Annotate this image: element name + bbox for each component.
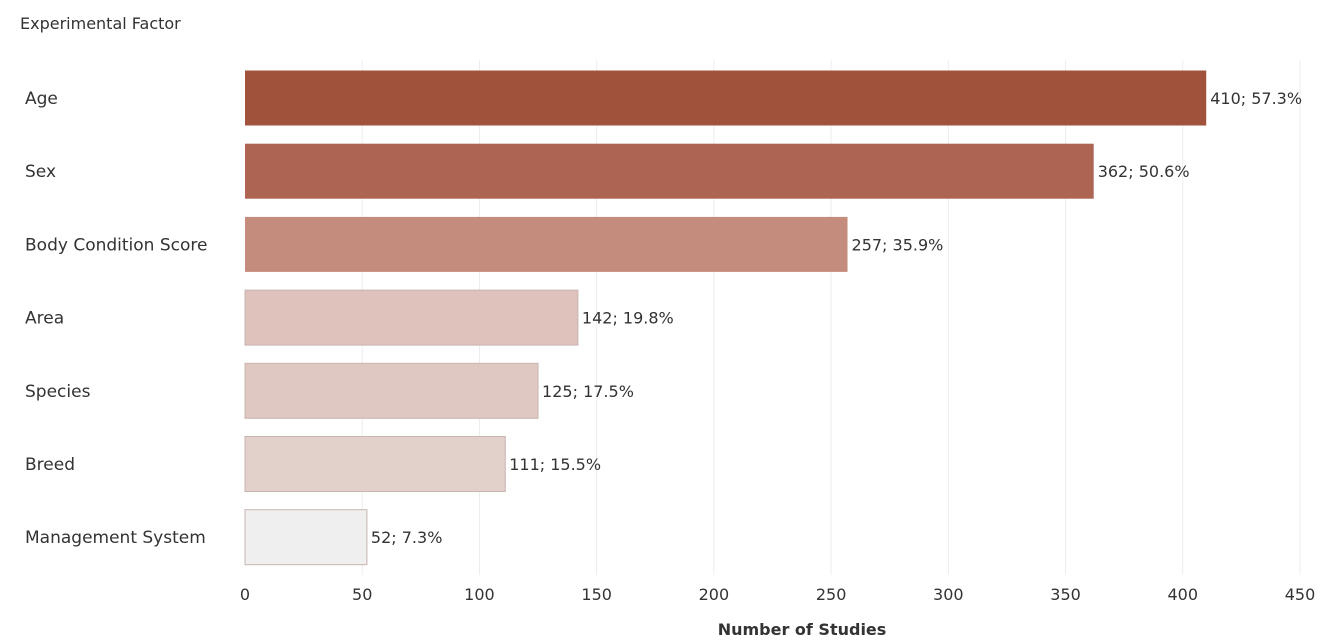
- data-label-breed: 111; 15.5%: [509, 455, 601, 474]
- x-tick-label-350: 350: [1050, 585, 1081, 604]
- bars: [244, 70, 1207, 566]
- data-label-species: 125; 17.5%: [542, 382, 634, 401]
- bar-sex: [245, 143, 1094, 199]
- category-label-area: Area: [25, 309, 64, 329]
- x-axis-ticks: 0 50 100 150 200 250 300 350 400 450: [240, 585, 1315, 604]
- x-tick-label-400: 400: [1168, 585, 1199, 604]
- bar-age: [245, 70, 1207, 126]
- category-labels: Age Sex Body Condition Score Area Species Bre…: [25, 89, 207, 548]
- x-tick-label-0: 0: [240, 585, 250, 604]
- data-label-age: 410; 57.3%: [1210, 89, 1302, 108]
- x-tick-label-450: 450: [1285, 585, 1316, 604]
- category-label-age: Age: [25, 89, 58, 109]
- x-axis-title: Number of Studies: [718, 620, 887, 639]
- data-label-management-system: 52; 7.3%: [371, 528, 442, 547]
- bar-area: [244, 289, 579, 346]
- data-label-sex: 362; 50.6%: [1098, 162, 1190, 181]
- bar-body-condition-score: [245, 216, 848, 272]
- category-label-body-condition-score: Body Condition Score: [25, 235, 207, 255]
- row-header-title: Experimental Factor: [20, 14, 181, 33]
- x-tick-label-250: 250: [816, 585, 847, 604]
- category-label-breed: Breed: [25, 455, 75, 475]
- data-labels: 410; 57.3% 362; 50.6% 257; 35.9% 142; 19.8%…: [371, 89, 1302, 547]
- category-label-species: Species: [25, 382, 91, 402]
- data-label-area: 142; 19.8%: [582, 309, 674, 328]
- bar-management-system: [244, 509, 368, 566]
- bar-breed: [244, 436, 506, 492]
- bar-species: [244, 362, 539, 419]
- category-label-management-system: Management System: [25, 528, 206, 548]
- category-label-sex: Sex: [25, 162, 56, 182]
- data-label-body-condition-score: 257; 35.9%: [852, 235, 944, 254]
- x-tick-label-150: 150: [581, 585, 612, 604]
- x-tick-label-50: 50: [352, 585, 372, 604]
- x-tick-label-200: 200: [699, 585, 730, 604]
- x-tick-label-300: 300: [933, 585, 964, 604]
- x-tick-label-100: 100: [464, 585, 495, 604]
